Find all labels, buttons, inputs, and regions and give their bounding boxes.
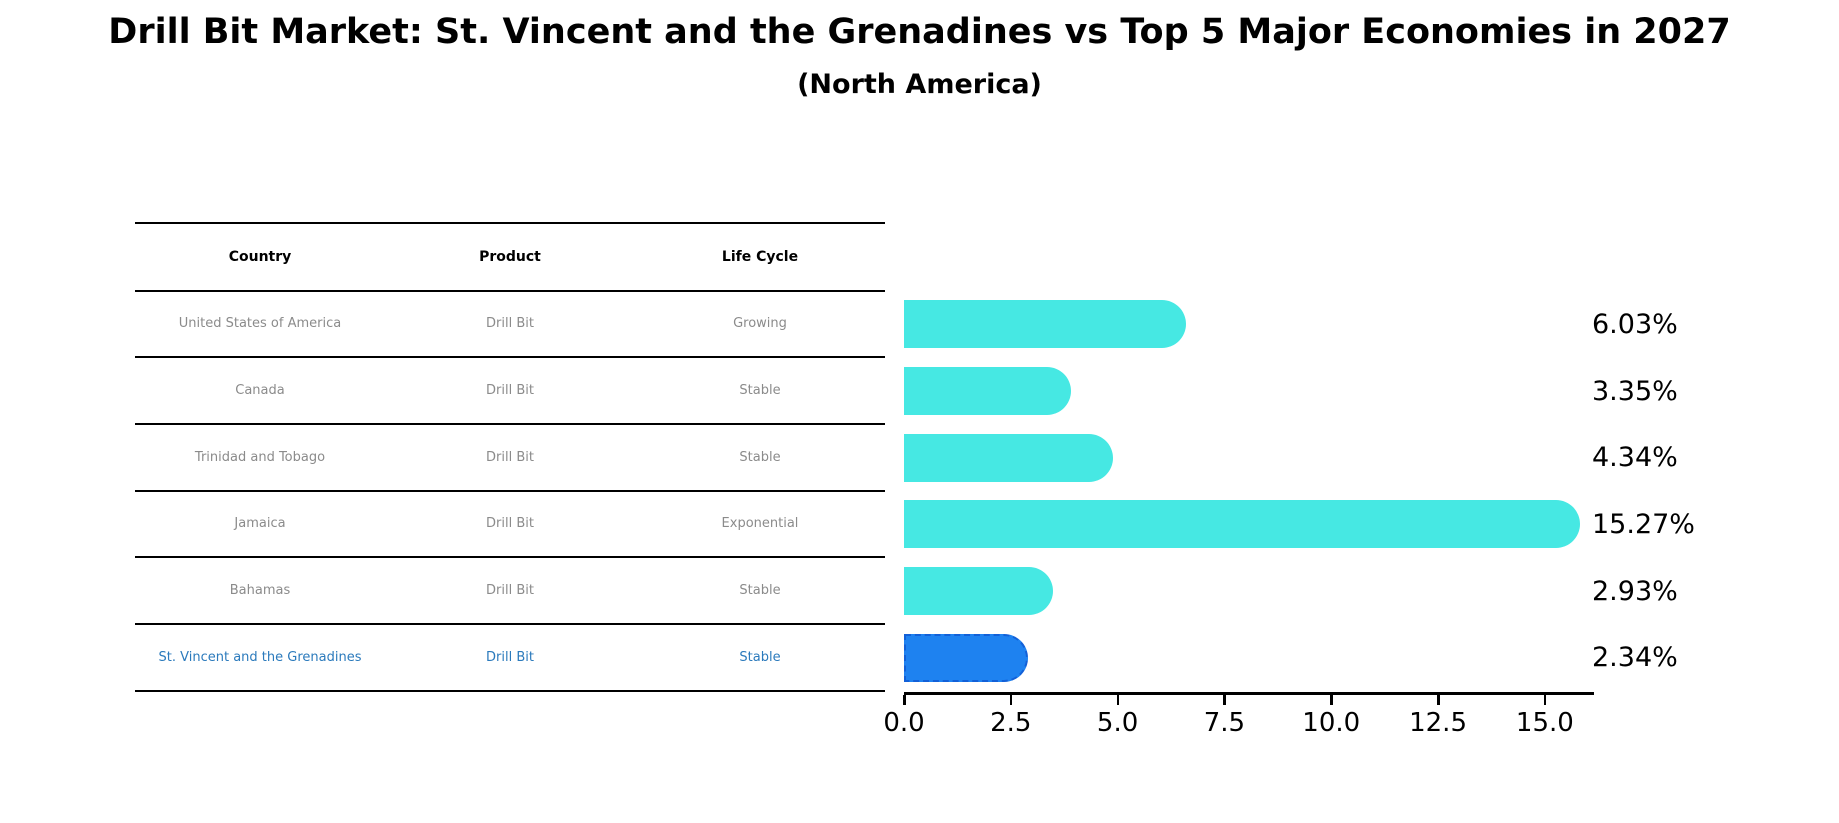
- x-tick-mark: [1223, 695, 1226, 705]
- x-tick-mark: [1437, 695, 1440, 705]
- x-tick-label: 12.5: [1409, 708, 1467, 738]
- bar-value-label: 2.93%: [1592, 575, 1678, 607]
- bar-value-label: 15.27%: [1592, 508, 1695, 540]
- x-tick-label: 15.0: [1515, 708, 1574, 738]
- table-header-cell-life-cycle: Life Cycle: [721, 248, 799, 265]
- x-axis-line: [904, 692, 1594, 695]
- life-cycle-cell: Stable: [739, 583, 781, 599]
- product-cell: Drill Bit: [486, 383, 534, 399]
- bar-jamaica: [904, 500, 1581, 549]
- life-cycle-cell: Stable: [739, 383, 781, 399]
- x-tick-label: 2.5: [990, 708, 1032, 738]
- x-tick-mark: [1330, 695, 1333, 705]
- country-cell: Bahamas: [229, 583, 291, 599]
- table-header-cell-country: Country: [228, 248, 292, 265]
- x-tick-mark: [1116, 695, 1120, 705]
- table-header-row: Country Product Life Cycle: [135, 224, 885, 292]
- country-cell: United States of America: [178, 316, 342, 332]
- x-tick-label: 7.5: [1203, 708, 1246, 738]
- product-cell: Drill Bit: [486, 316, 534, 332]
- bar-value-label: 2.34%: [1592, 642, 1678, 674]
- country-cell: Trinidad and Tobago: [194, 449, 326, 465]
- bar-bahamas: [904, 567, 1054, 616]
- table-row: Trinidad and Tobago Drill Bit Stable: [135, 425, 885, 492]
- life-cycle-cell: Exponential: [721, 516, 799, 532]
- x-tick-label: 0.0: [883, 708, 925, 738]
- table-row: Jamaica Drill Bit Exponential: [135, 492, 885, 559]
- x-tick-label: 10.0: [1302, 708, 1361, 738]
- country-cell: Canada: [235, 383, 285, 399]
- table-header-cell-product: Product: [479, 248, 541, 265]
- product-cell: Drill Bit: [486, 449, 534, 465]
- life-cycle-cell: Stable: [739, 449, 781, 465]
- bar-united-states-of-america: [904, 300, 1186, 349]
- bar-value-label: 6.03%: [1592, 308, 1678, 340]
- bar-st-vincent-and-the-grenadines: [904, 633, 1028, 682]
- chart-subtitle: (North America): [797, 69, 1042, 100]
- chart-title: Drill Bit Market: St. Vincent and the Gr…: [108, 12, 1731, 52]
- bar-trinidad-and-tobago: [904, 433, 1114, 482]
- table-row: Canada Drill Bit Stable: [135, 358, 885, 425]
- table-row: St. Vincent and the Grenadines Drill Bit S…: [135, 625, 885, 692]
- country-cell: St. Vincent and the Grenadines: [158, 649, 362, 665]
- x-tick-mark: [1009, 695, 1013, 705]
- country-info-table: Country Product Life Cycle United States o…: [135, 222, 885, 692]
- x-tick-mark: [903, 695, 906, 705]
- table-row: United States of America Drill Bit Growing: [135, 292, 885, 359]
- bar-canada: [904, 367, 1072, 416]
- product-cell: Drill Bit: [486, 516, 534, 532]
- life-cycle-cell: Growing: [733, 316, 787, 332]
- life-cycle-cell: Stable: [739, 649, 781, 665]
- product-cell: Drill Bit: [486, 583, 534, 599]
- bar-value-label: 4.34%: [1592, 442, 1678, 474]
- table-row: Bahamas Drill Bit Stable: [135, 558, 885, 625]
- table-body: United States of America Drill Bit Growing…: [135, 292, 885, 692]
- bar-value-label: 3.35%: [1592, 375, 1678, 407]
- x-tick-label: 5.0: [1096, 708, 1139, 738]
- country-cell: Jamaica: [234, 516, 286, 532]
- x-tick-mark: [1543, 695, 1547, 705]
- product-cell: Drill Bit: [486, 649, 534, 665]
